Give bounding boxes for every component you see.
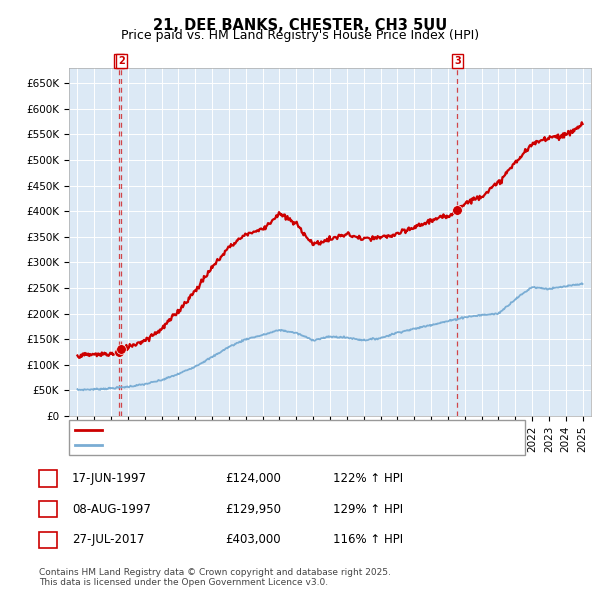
Text: 1: 1 xyxy=(115,56,122,66)
Text: Contains HM Land Registry data © Crown copyright and database right 2025.
This d: Contains HM Land Registry data © Crown c… xyxy=(39,568,391,587)
Text: 2: 2 xyxy=(118,56,125,66)
Text: 3: 3 xyxy=(454,56,461,66)
Text: 21, DEE BANKS, CHESTER, CH3 5UU: 21, DEE BANKS, CHESTER, CH3 5UU xyxy=(153,18,447,32)
Text: 17-JUN-1997: 17-JUN-1997 xyxy=(72,472,147,485)
Text: 21, DEE BANKS, CHESTER, CH3 5UU (semi-detached house): 21, DEE BANKS, CHESTER, CH3 5UU (semi-de… xyxy=(107,425,440,435)
Text: Price paid vs. HM Land Registry's House Price Index (HPI): Price paid vs. HM Land Registry's House … xyxy=(121,30,479,42)
Text: 116% ↑ HPI: 116% ↑ HPI xyxy=(333,533,403,546)
Text: 122% ↑ HPI: 122% ↑ HPI xyxy=(333,472,403,485)
Text: 2: 2 xyxy=(44,504,52,514)
Text: 1: 1 xyxy=(44,474,52,483)
Text: 3: 3 xyxy=(44,535,52,545)
Text: £403,000: £403,000 xyxy=(225,533,281,546)
Text: £129,950: £129,950 xyxy=(225,503,281,516)
Text: 08-AUG-1997: 08-AUG-1997 xyxy=(72,503,151,516)
Text: 129% ↑ HPI: 129% ↑ HPI xyxy=(333,503,403,516)
Text: HPI: Average price, semi-detached house, Cheshire West and Chester: HPI: Average price, semi-detached house,… xyxy=(107,440,495,450)
Text: 27-JUL-2017: 27-JUL-2017 xyxy=(72,533,145,546)
Text: £124,000: £124,000 xyxy=(225,472,281,485)
